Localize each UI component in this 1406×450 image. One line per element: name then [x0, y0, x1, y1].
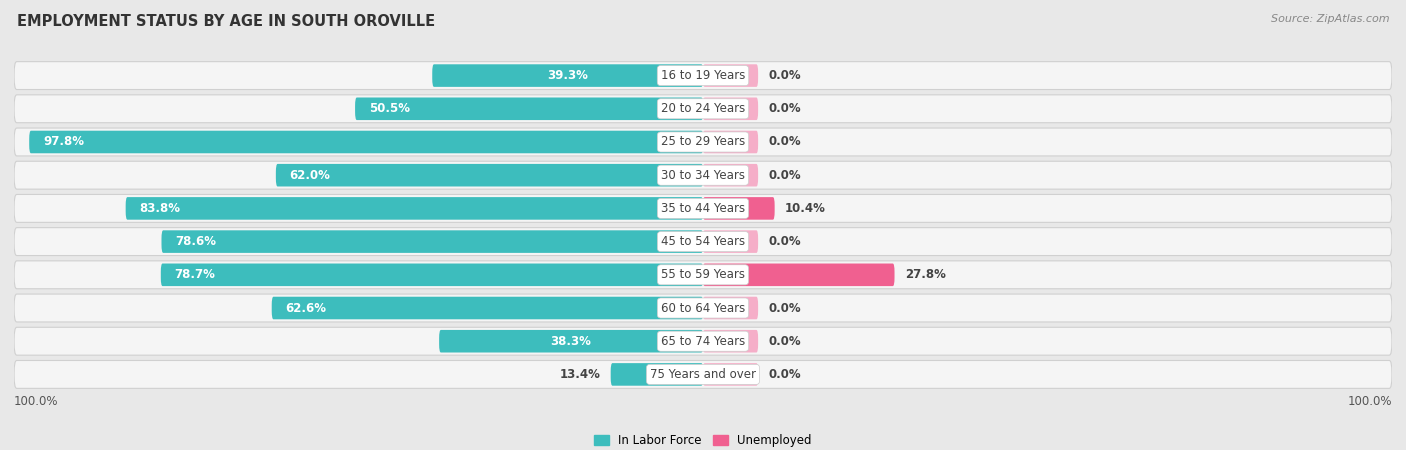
Text: 20 to 24 Years: 20 to 24 Years	[661, 102, 745, 115]
FancyBboxPatch shape	[703, 363, 758, 386]
Text: 25 to 29 Years: 25 to 29 Years	[661, 135, 745, 148]
FancyBboxPatch shape	[271, 297, 703, 320]
FancyBboxPatch shape	[14, 228, 1392, 256]
Text: 10.4%: 10.4%	[785, 202, 825, 215]
Text: 100.0%: 100.0%	[14, 395, 59, 408]
FancyBboxPatch shape	[703, 64, 758, 87]
FancyBboxPatch shape	[14, 62, 1392, 90]
FancyBboxPatch shape	[14, 95, 1392, 123]
Text: 16 to 19 Years: 16 to 19 Years	[661, 69, 745, 82]
FancyBboxPatch shape	[703, 330, 758, 352]
Text: 100.0%: 100.0%	[1347, 395, 1392, 408]
Text: 27.8%: 27.8%	[905, 268, 946, 281]
Text: 0.0%: 0.0%	[769, 235, 801, 248]
FancyBboxPatch shape	[432, 64, 703, 87]
FancyBboxPatch shape	[703, 164, 758, 186]
FancyBboxPatch shape	[439, 330, 703, 352]
FancyBboxPatch shape	[14, 161, 1392, 189]
Text: 0.0%: 0.0%	[769, 368, 801, 381]
Text: 97.8%: 97.8%	[44, 135, 84, 148]
FancyBboxPatch shape	[14, 294, 1392, 322]
Text: 0.0%: 0.0%	[769, 335, 801, 348]
Text: 39.3%: 39.3%	[547, 69, 588, 82]
Text: 0.0%: 0.0%	[769, 69, 801, 82]
Text: Source: ZipAtlas.com: Source: ZipAtlas.com	[1271, 14, 1389, 23]
Text: 0.0%: 0.0%	[769, 135, 801, 148]
Text: 62.0%: 62.0%	[290, 169, 330, 182]
FancyBboxPatch shape	[610, 363, 703, 386]
FancyBboxPatch shape	[703, 230, 758, 253]
Text: 0.0%: 0.0%	[769, 102, 801, 115]
FancyBboxPatch shape	[356, 98, 703, 120]
Text: 38.3%: 38.3%	[551, 335, 592, 348]
Text: 0.0%: 0.0%	[769, 302, 801, 315]
Text: 55 to 59 Years: 55 to 59 Years	[661, 268, 745, 281]
FancyBboxPatch shape	[125, 197, 703, 220]
Legend: In Labor Force, Unemployed: In Labor Force, Unemployed	[589, 429, 817, 450]
Text: 62.6%: 62.6%	[285, 302, 326, 315]
Text: 60 to 64 Years: 60 to 64 Years	[661, 302, 745, 315]
FancyBboxPatch shape	[162, 230, 703, 253]
FancyBboxPatch shape	[14, 261, 1392, 289]
FancyBboxPatch shape	[14, 327, 1392, 355]
FancyBboxPatch shape	[14, 194, 1392, 222]
Text: 78.6%: 78.6%	[176, 235, 217, 248]
Text: 83.8%: 83.8%	[139, 202, 180, 215]
Text: 50.5%: 50.5%	[368, 102, 411, 115]
Text: 75 Years and over: 75 Years and over	[650, 368, 756, 381]
Text: 35 to 44 Years: 35 to 44 Years	[661, 202, 745, 215]
Text: 30 to 34 Years: 30 to 34 Years	[661, 169, 745, 182]
FancyBboxPatch shape	[703, 264, 894, 286]
FancyBboxPatch shape	[276, 164, 703, 186]
FancyBboxPatch shape	[14, 128, 1392, 156]
FancyBboxPatch shape	[160, 264, 703, 286]
FancyBboxPatch shape	[14, 360, 1392, 388]
FancyBboxPatch shape	[703, 98, 758, 120]
Text: 65 to 74 Years: 65 to 74 Years	[661, 335, 745, 348]
FancyBboxPatch shape	[703, 297, 758, 320]
Text: 0.0%: 0.0%	[769, 169, 801, 182]
Text: EMPLOYMENT STATUS BY AGE IN SOUTH OROVILLE: EMPLOYMENT STATUS BY AGE IN SOUTH OROVIL…	[17, 14, 434, 28]
FancyBboxPatch shape	[30, 130, 703, 153]
FancyBboxPatch shape	[703, 130, 758, 153]
Text: 78.7%: 78.7%	[174, 268, 215, 281]
FancyBboxPatch shape	[703, 197, 775, 220]
Text: 13.4%: 13.4%	[560, 368, 600, 381]
Text: 45 to 54 Years: 45 to 54 Years	[661, 235, 745, 248]
